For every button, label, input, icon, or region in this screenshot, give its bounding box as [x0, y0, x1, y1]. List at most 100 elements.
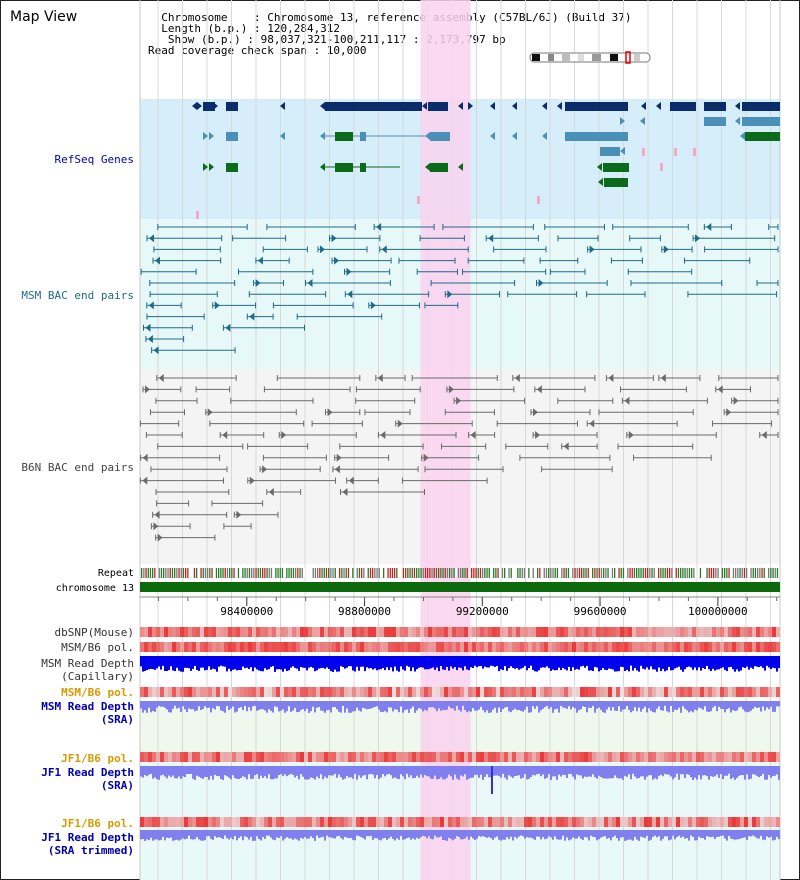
depth-bar: [396, 656, 398, 671]
repeat-mark: [662, 568, 664, 578]
depth-bar: [378, 830, 380, 840]
depth-bar: [700, 766, 702, 780]
chromosome-ideogram[interactable]: [529, 51, 651, 64]
depth-bar: [386, 656, 388, 668]
depth-bar: [204, 766, 206, 777]
depth-bar: [278, 656, 280, 670]
depth-bar: [232, 656, 234, 670]
depth-bar: [426, 766, 428, 777]
depth-bar: [158, 766, 160, 780]
depth-bar: [672, 830, 674, 836]
depth-bar: [404, 766, 406, 780]
depth-bar: [514, 701, 516, 709]
repeat-mark: [636, 568, 638, 578]
repeat-mark: [482, 568, 484, 578]
polymorphism-cell: [456, 642, 460, 652]
polymorphism-cell: [752, 752, 756, 762]
gene-block: [430, 163, 448, 172]
depth-bar: [474, 701, 476, 711]
strand-arrow: [663, 245, 669, 254]
depth-bar: [388, 701, 390, 708]
depth-bar: [374, 701, 376, 707]
polymorphism-cell: [636, 627, 640, 637]
depth-bar: [150, 766, 152, 774]
depth-bar: [652, 766, 654, 780]
repeat-mark: [189, 568, 191, 578]
depth-bar: [326, 701, 328, 711]
label-msm-depth-capillary-sub: (Capillary): [61, 670, 134, 683]
depth-bar: [256, 766, 258, 775]
polymorphism-cell: [732, 687, 736, 697]
depth-bar: [320, 766, 322, 775]
depth-bar: [552, 830, 554, 840]
polymorphism-cell: [604, 752, 608, 762]
polymorphism-cell: [300, 687, 304, 697]
depth-bar: [356, 701, 358, 708]
polymorphism-cell: [472, 687, 476, 697]
depth-bar: [430, 830, 432, 839]
depth-bar: [190, 701, 192, 710]
polymorphism-cell: [456, 627, 460, 637]
depth-bar: [510, 830, 512, 837]
polymorphism-cell: [388, 642, 392, 652]
strand-arrow: [563, 442, 569, 451]
depth-bar: [490, 830, 492, 839]
depth-bar: [404, 701, 406, 711]
depth-bar: [670, 701, 672, 706]
depth-tracks: [140, 656, 780, 841]
depth-bar: [562, 766, 564, 775]
depth-bar: [422, 701, 424, 712]
depth-bar: [552, 701, 554, 713]
depth-bar: [556, 701, 558, 709]
polymorphism-cell: [456, 752, 460, 762]
strand-arrow: [280, 132, 285, 140]
repeat-mark: [431, 568, 433, 578]
depth-bar: [546, 766, 548, 778]
depth-bar: [228, 766, 230, 778]
depth-bar: [176, 830, 178, 840]
polymorphism-cell: [256, 687, 260, 697]
depth-bar: [390, 830, 392, 837]
depth-bar: [406, 830, 408, 839]
repeat-mark: [158, 568, 160, 578]
depth-bar: [478, 701, 480, 710]
polymorphism-cell: [176, 752, 180, 762]
depth-bar: [640, 766, 642, 777]
polymorphism-cell: [420, 687, 424, 697]
depth-bar: [568, 830, 570, 841]
depth-bar: [256, 830, 258, 837]
repeat-mark: [174, 568, 176, 578]
depth-bar: [168, 656, 170, 671]
depth-bar: [160, 701, 162, 707]
depth-bar: [546, 701, 548, 706]
msm-bac-track[interactable]: [140, 223, 779, 355]
repeat-mark: [655, 568, 658, 578]
polymorphism-cell: [288, 687, 292, 697]
depth-bar: [572, 701, 574, 707]
polymorphism-cell: [464, 817, 468, 827]
polymorphism-cell: [228, 687, 232, 697]
depth-bar: [384, 766, 386, 777]
depth-bar: [196, 656, 198, 670]
b6n-bac-track[interactable]: [139, 374, 779, 542]
strand-arrow: [628, 431, 634, 439]
polymorphism-cell: [344, 687, 348, 697]
polymorphism-cell: [664, 687, 668, 697]
polymorphism-cell: [184, 642, 188, 652]
depth-bar: [746, 656, 748, 667]
polymorphism-cell: [488, 687, 492, 697]
gene-marker: [642, 148, 645, 156]
polymorphism-cell: [744, 817, 748, 827]
repeat-mark: [196, 568, 198, 578]
highlight-region[interactable]: [420, 0, 471, 880]
repeat-mark: [365, 568, 367, 578]
polymorphism-cell: [520, 687, 524, 697]
polymorphism-cell: [408, 817, 412, 827]
repeat-mark: [475, 568, 477, 578]
depth-bar: [370, 656, 372, 668]
refseq-gene-track[interactable]: [192, 102, 780, 219]
polymorphism-cell: [200, 627, 204, 637]
polymorphism-cell: [736, 752, 740, 762]
polymorphism-cell: [144, 687, 148, 697]
